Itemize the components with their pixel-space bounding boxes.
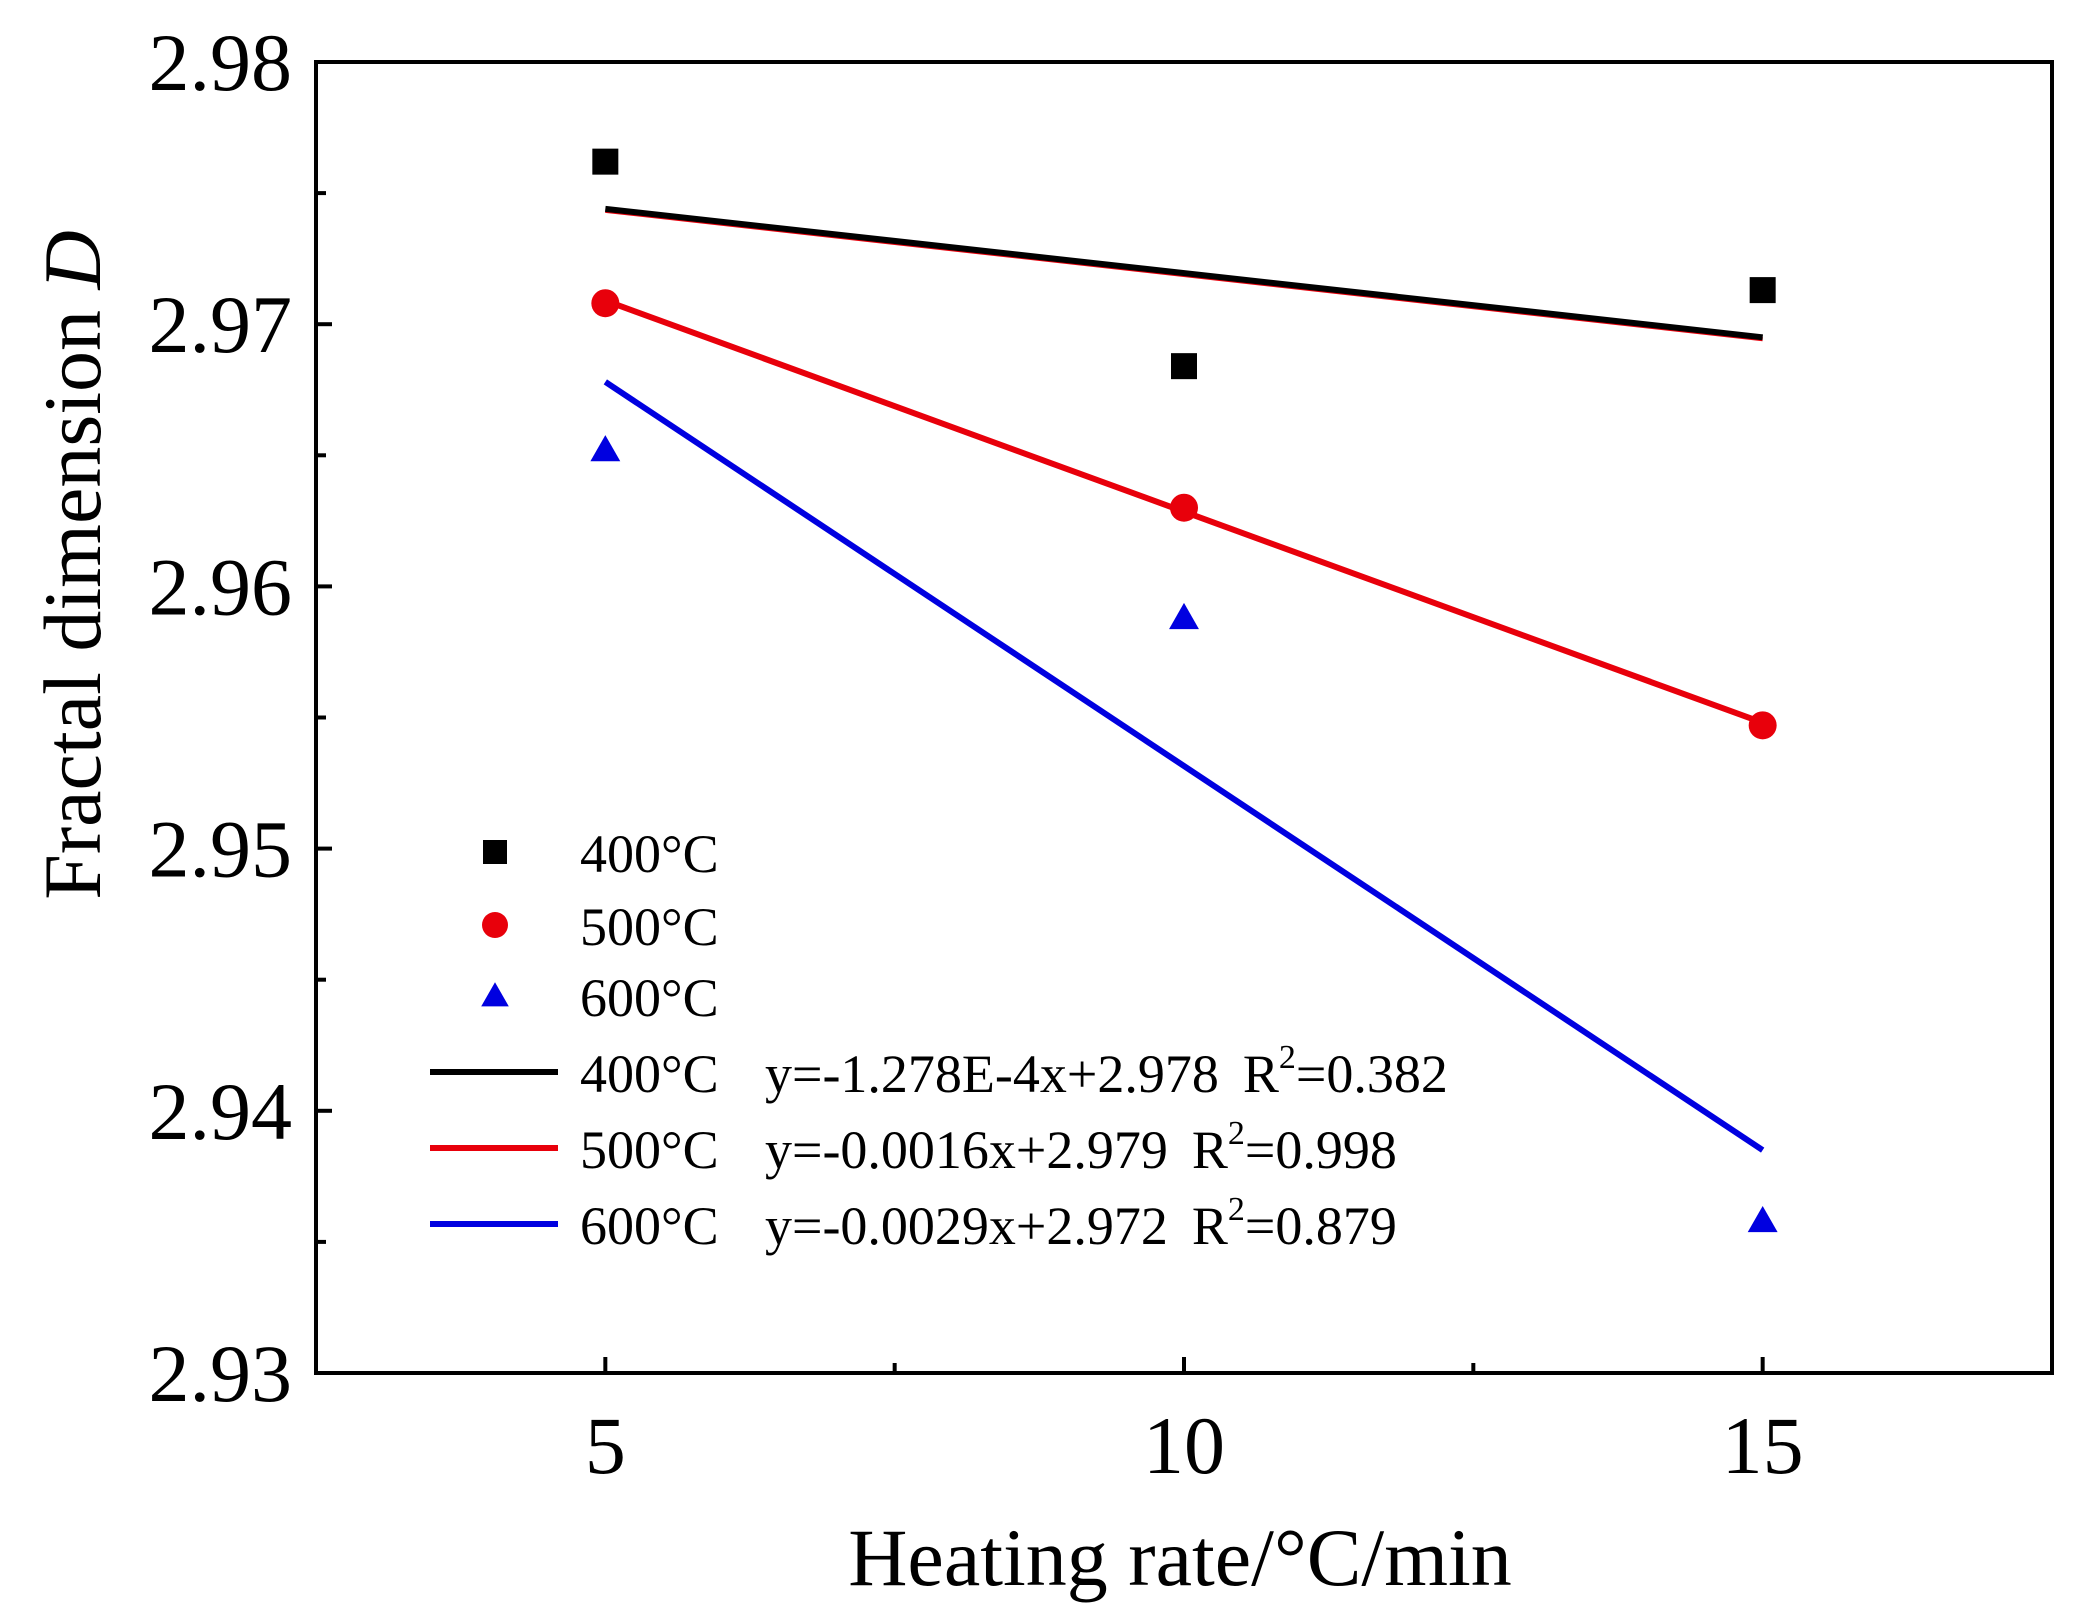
legend-fit-temp: 500°C bbox=[580, 1120, 719, 1180]
data-point-circle bbox=[1748, 711, 1777, 740]
legend-fit-temp: 400°C bbox=[580, 1044, 719, 1104]
data-points bbox=[590, 148, 1778, 1233]
fit-lines bbox=[603, 205, 1765, 1153]
x-tick-label: 5 bbox=[585, 1400, 626, 1491]
legend-fit-r2-prefix: R bbox=[1243, 1044, 1279, 1104]
legend-fit-r2-value: =0.879 bbox=[1245, 1196, 1397, 1256]
legend-fit-equation: y=-1.278E-4x+2.978 bbox=[765, 1044, 1219, 1104]
legend-fit-r2-value: =0.382 bbox=[1296, 1044, 1448, 1104]
legend-fit-r2-prefix: R bbox=[1192, 1196, 1228, 1256]
legend-fit-r2-value: =0.998 bbox=[1245, 1120, 1397, 1180]
data-point-triangle bbox=[1169, 602, 1199, 630]
data-point-circle bbox=[1170, 493, 1198, 522]
plot-area bbox=[314, 60, 2054, 1375]
x-axis-label: Heating rate/°C/min bbox=[848, 1512, 1512, 1603]
y-axis-label-main: Fractal dimension bbox=[27, 289, 118, 899]
y-axis-label: Fractal dimension D bbox=[27, 230, 118, 900]
y-tick-label: 2.94 bbox=[149, 1066, 293, 1157]
y-tick-label: 2.98 bbox=[149, 17, 293, 108]
data-point-triangle bbox=[590, 435, 621, 462]
y-tick-label: 2.95 bbox=[149, 804, 293, 895]
legend-fit-label: 400°C y=-1.278E-4x+2.978 R2=0.382 bbox=[580, 1039, 1448, 1104]
fit-line-square bbox=[605, 205, 1763, 341]
legend-marker-circle bbox=[482, 912, 508, 938]
legend-marker-square bbox=[483, 840, 507, 864]
legend-label: 400°C bbox=[580, 824, 719, 884]
legend-fit-label: 500°C y=-0.0016x+2.979 R2=0.998 bbox=[580, 1115, 1397, 1180]
legend-marker-triangle bbox=[481, 982, 509, 1007]
legend-fit-r2-prefix: R bbox=[1192, 1120, 1228, 1180]
axis-ticks bbox=[316, 60, 1765, 1375]
plot-frame bbox=[314, 60, 2054, 1375]
legend-fit-equation: y=-0.0029x+2.972 bbox=[765, 1196, 1168, 1256]
y-tick-label: 2.97 bbox=[149, 279, 293, 370]
data-point-square bbox=[1171, 353, 1197, 380]
legend-fit-equation: y=-0.0016x+2.979 bbox=[765, 1120, 1168, 1180]
data-point-triangle bbox=[1747, 1205, 1778, 1233]
y-axis-label-symbol: D bbox=[27, 230, 118, 290]
legend-fit-r2-sup: 2 bbox=[1228, 1115, 1245, 1152]
data-point-square bbox=[592, 148, 619, 175]
x-tick-label: 15 bbox=[1722, 1400, 1804, 1491]
legend-fit-r2-sup: 2 bbox=[1228, 1191, 1245, 1228]
y-tick-label: 2.96 bbox=[149, 541, 293, 632]
y-tick-label: 2.93 bbox=[149, 1328, 293, 1419]
tick-labels: 2.93 2.94 2.95 2.96 2.97 2.98 5 10 15 bbox=[149, 17, 1804, 1491]
legend-fit-label: 600°C y=-0.0029x+2.972 R2=0.879 bbox=[580, 1191, 1397, 1256]
legend-label: 600°C bbox=[580, 968, 719, 1028]
legend-label: 500°C bbox=[580, 897, 719, 957]
legend-fit-temp: 600°C bbox=[580, 1196, 719, 1256]
data-point-square bbox=[1749, 277, 1776, 304]
legend-fit-r2-sup: 2 bbox=[1279, 1039, 1296, 1076]
x-tick-label: 10 bbox=[1143, 1400, 1225, 1491]
data-point-circle bbox=[591, 289, 620, 318]
fit-line-triangle bbox=[603, 379, 1765, 1153]
